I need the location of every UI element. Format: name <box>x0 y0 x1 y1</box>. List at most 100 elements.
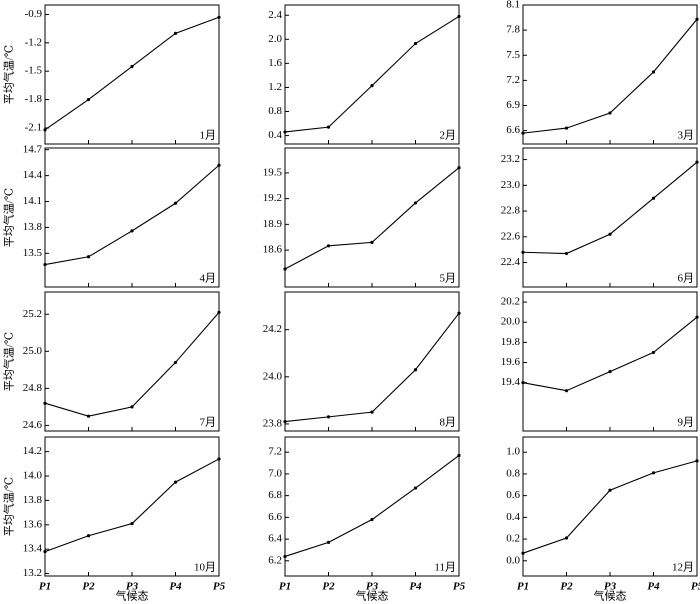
x-axis-label: 气候态 <box>356 589 389 603</box>
plot-frame <box>284 291 460 432</box>
y-tick-label: 7.0 <box>268 467 282 479</box>
line <box>44 16 220 131</box>
point <box>173 31 178 35</box>
y-tick-label: -1.8 <box>25 93 43 105</box>
y-tick-label: 2.0 <box>268 33 282 45</box>
y-tick-label: 7.2 <box>268 446 282 458</box>
x-tick-label: P4 <box>409 581 422 593</box>
y-tick-label: 13.5 <box>23 247 43 259</box>
point <box>43 550 47 554</box>
y-tick-label: 13.8 <box>23 221 43 233</box>
y-tick-label: 8.1 <box>506 0 520 11</box>
y-tick-label: -0.9 <box>25 8 43 20</box>
y-tick-label: -1.5 <box>25 65 43 77</box>
point <box>173 201 178 205</box>
panel-title: 4月 <box>200 273 217 285</box>
y-tick-label: 7.5 <box>506 49 520 61</box>
y-tick-label: 19.2 <box>263 192 282 204</box>
y-tick-label: 14.7 <box>23 143 43 155</box>
y-tick-label: 13.2 <box>23 567 42 579</box>
y-tick-label: 14.0 <box>23 470 43 482</box>
y-tick-label: 13.8 <box>23 494 43 506</box>
plot-frame <box>44 147 220 288</box>
y-tick-label: 20.2 <box>501 296 520 308</box>
point <box>217 457 221 461</box>
y-tick-label: 23.0 <box>501 179 521 191</box>
panel-title: 10月 <box>194 562 216 574</box>
point <box>283 554 287 559</box>
line <box>284 455 460 557</box>
point <box>173 480 178 484</box>
y-axis-label: 平均气温/℃ <box>2 332 16 391</box>
panel-title: 9月 <box>678 417 695 429</box>
point <box>564 389 569 393</box>
y-tick-label: 0.4 <box>268 129 282 141</box>
y-tick-label: 18.6 <box>263 244 283 256</box>
y-tick-label: 7.8 <box>506 24 520 36</box>
line <box>522 316 698 392</box>
panel-title: 11月 <box>434 562 456 574</box>
plot-frame <box>284 4 460 145</box>
y-tick-label: 23.2 <box>501 153 520 165</box>
y-tick-label: 22.6 <box>501 230 521 242</box>
y-tick-label: 6.2 <box>268 554 282 566</box>
plot-frame <box>284 147 460 288</box>
point <box>695 17 699 21</box>
line <box>284 167 460 270</box>
y-tick-label: 22.8 <box>501 205 521 217</box>
y-tick-label: 24.6 <box>23 419 43 431</box>
y-tick-label: 0.2 <box>506 533 520 545</box>
panel-title: 8月 <box>440 417 457 429</box>
plot-frame <box>44 291 220 432</box>
x-tick-label: P3 <box>366 581 379 593</box>
plot-frame <box>522 4 698 145</box>
panel-title: 1月 <box>200 130 217 142</box>
point <box>130 405 134 409</box>
y-tick-label: 19.8 <box>501 336 521 348</box>
point <box>283 419 287 424</box>
point <box>130 521 134 526</box>
point <box>130 229 134 233</box>
point <box>521 250 525 254</box>
point <box>457 453 461 458</box>
point <box>695 160 699 164</box>
point <box>651 70 656 74</box>
point <box>521 551 525 555</box>
point <box>326 244 331 248</box>
point <box>326 415 331 419</box>
y-tick-label: 1.2 <box>268 81 282 93</box>
x-tick-label: P3 <box>604 581 617 593</box>
y-tick-label: 13.6 <box>23 518 43 530</box>
point <box>651 350 656 355</box>
plot-frame <box>44 4 220 145</box>
y-tick-label: 24.2 <box>263 323 282 335</box>
line <box>44 458 220 553</box>
y-tick-label: -1.2 <box>25 36 42 48</box>
line <box>522 460 698 554</box>
y-axis-label: 平均气温/℃ <box>2 477 16 536</box>
point <box>457 166 461 170</box>
y-tick-label: -2.1 <box>25 121 42 133</box>
line <box>44 164 220 266</box>
y-tick-label: 1.0 <box>506 446 520 458</box>
point <box>695 459 699 463</box>
point <box>86 534 91 538</box>
y-tick-label: 18.9 <box>263 218 283 230</box>
point <box>651 471 656 475</box>
x-tick-label: P4 <box>647 581 660 593</box>
panel-title: 6月 <box>678 273 695 285</box>
point <box>457 14 461 19</box>
point <box>86 414 91 418</box>
x-tick-label: P1 <box>279 581 291 593</box>
y-axis-label: 平均气温/℃ <box>2 45 16 104</box>
point <box>651 196 656 200</box>
y-tick-label: 14.2 <box>23 445 42 457</box>
line <box>284 15 460 133</box>
y-axis-label: 平均气温/℃ <box>2 188 16 247</box>
y-tick-label: 22.4 <box>501 256 521 268</box>
point <box>283 130 287 134</box>
point <box>217 310 221 314</box>
point <box>217 15 221 19</box>
plot-frame <box>44 436 220 577</box>
